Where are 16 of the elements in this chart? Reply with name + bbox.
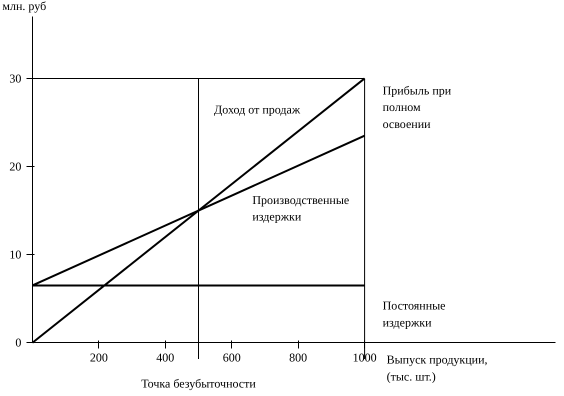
x-tick-label: 600	[222, 350, 241, 365]
y-axis-title: млн. руб	[2, 0, 46, 13]
y-tick-label: 30	[9, 71, 22, 86]
x-tick-label: 1000	[352, 350, 377, 365]
x-tick-label: 200	[90, 350, 108, 365]
y-tick-label: 10	[9, 248, 22, 262]
annotation: Постоянные издержки	[382, 298, 446, 330]
x-tick-label: 800	[289, 350, 308, 365]
annotation: Прибыль при полном освоении	[382, 83, 452, 131]
y-tick-label: 20	[9, 160, 22, 174]
annotation: Доход от продаж	[214, 102, 301, 116]
annotation: Производственные издержки	[252, 192, 350, 224]
ref-line-label: Точка безубыточности	[141, 376, 256, 391]
x-tick-label: 400	[156, 350, 174, 365]
y-tick-label: 0	[15, 336, 22, 350]
x-axis-title: Выпуск продукции, (тыс. шт.)	[386, 352, 488, 384]
